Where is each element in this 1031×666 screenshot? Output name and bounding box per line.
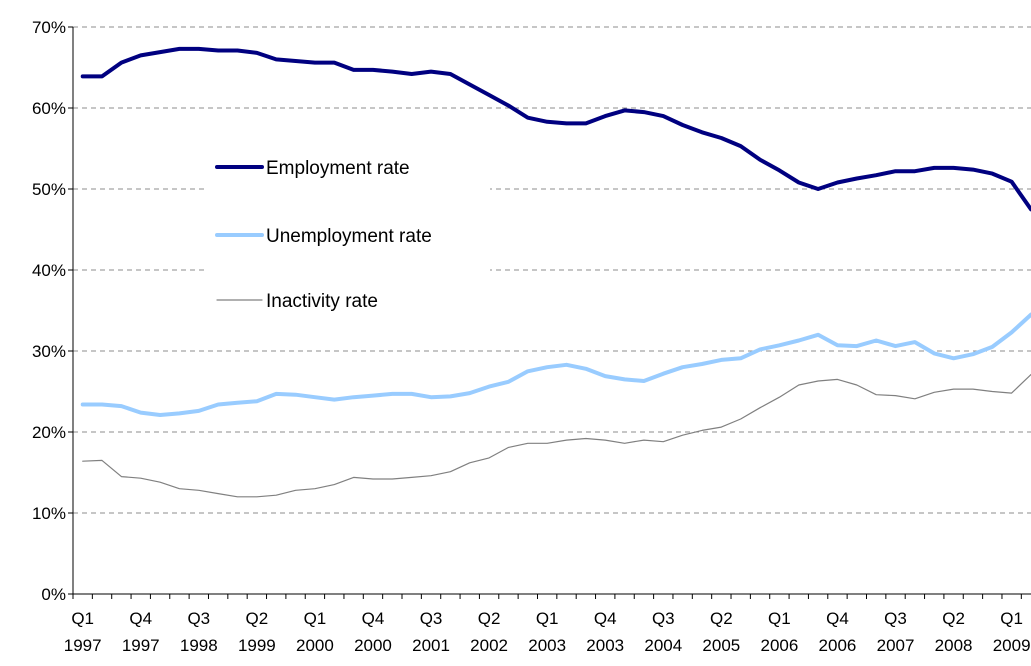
x-tick-label-year: 2000 [296,636,334,655]
x-tick-label-quarter: Q4 [362,609,385,628]
x-tick-label-year: 2003 [528,636,566,655]
x-tick-label-year: 2006 [760,636,798,655]
x-tick-label-year: 2004 [644,636,682,655]
y-tick-label: 50% [32,180,66,199]
x-tick-label-year: 2009 [993,636,1031,655]
x-tick-label-year: 2005 [702,636,740,655]
x-tick-label-quarter: Q2 [478,609,501,628]
legend-box [205,148,490,328]
legend-label: Unemployment rate [266,226,432,247]
series-lines [80,46,1031,498]
legend-label: Employment rate [266,158,410,179]
x-tick-label-year: 1998 [180,636,218,655]
x-tick-label-quarter: Q4 [826,609,849,628]
legend-label: Inactivity rate [266,291,378,312]
x-tick-label-quarter: Q4 [594,609,617,628]
x-tick-label-quarter: Q3 [884,609,907,628]
x-tick-label-quarter: Q1 [71,609,94,628]
y-tick-label: 60% [32,99,66,118]
x-tick-label-quarter: Q1 [1000,609,1023,628]
x-tick-label-year: 2007 [877,636,915,655]
x-tick-label-quarter: Q3 [420,609,443,628]
y-tick-label: 40% [32,261,66,280]
x-tick-label-quarter: Q1 [304,609,327,628]
series-line-employment-rate [80,46,1031,212]
series-line-unemployment-rate [80,312,1031,417]
x-tick-label-year: 1997 [122,636,160,655]
x-tick-label-quarter: Q3 [187,609,210,628]
y-tick-label: 30% [32,342,66,361]
x-tick-label-quarter: Q1 [768,609,791,628]
x-tick-label-year: 2006 [819,636,857,655]
y-tick-label: 10% [32,504,66,523]
legend: Employment rate Unemployment rate Inactivi… [205,148,490,328]
x-tick-label-year: 2008 [935,636,973,655]
x-tick-label-year: 2003 [586,636,624,655]
x-tick-label-quarter: Q2 [942,609,965,628]
x-tick-label-year: 1997 [64,636,102,655]
series-line-inactivity-rate [82,373,1031,498]
y-tick-label: 0% [41,585,66,604]
x-tick-label-quarter: Q2 [246,609,269,628]
y-tick-label: 70% [32,18,66,37]
y-tick-label: 20% [32,423,66,442]
x-tick-label-year: 2000 [354,636,392,655]
x-axis: Q1 1997 Q4 1997 Q3 1998 Q2 1999 Q1 2000 Q4 2000 Q3 20… [64,593,1031,655]
x-tick-label-quarter: Q2 [710,609,733,628]
x-tick-label-quarter: Q3 [652,609,675,628]
x-tick-label-quarter: Q4 [129,609,152,628]
x-tick-label-quarter: Q1 [536,609,559,628]
gridlines [73,26,1031,514]
x-tick-label-year: 1999 [238,636,276,655]
x-tick-label-year: 2001 [412,636,450,655]
y-axis: 0% 10% 20% 30% 40% 50% 60% 70% [32,18,74,604]
x-tick-label-year: 2002 [470,636,508,655]
